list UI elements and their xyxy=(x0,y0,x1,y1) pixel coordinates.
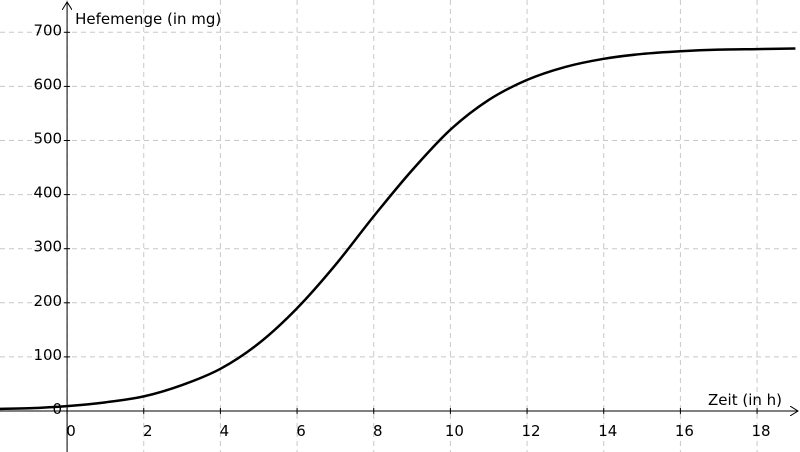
y-axis-label: Hefemenge (in mg) xyxy=(75,10,221,28)
x-tick-label: 4 xyxy=(220,422,230,440)
x-tick-label: 14 xyxy=(598,422,617,440)
x-tick-label: 16 xyxy=(675,422,694,440)
x-tick-label: 8 xyxy=(373,422,383,440)
y-tick-label: 200 xyxy=(33,292,62,310)
y-tick-label: 700 xyxy=(33,21,62,39)
y-tick-label: 500 xyxy=(33,129,62,147)
y-tick-label: 300 xyxy=(33,238,62,256)
x-tick-label: 18 xyxy=(752,422,771,440)
curve xyxy=(0,47,796,411)
x-tick-label: 0 xyxy=(66,422,76,440)
x-tick-label: 10 xyxy=(445,422,464,440)
x-tick-label: 12 xyxy=(522,422,541,440)
y-tick-label: 600 xyxy=(33,75,62,93)
y-tick-label: 0 xyxy=(53,400,63,418)
y-tick-label: 100 xyxy=(33,346,62,364)
y-tick-label: 400 xyxy=(33,184,62,202)
x-axis-label: Zeit (in h) xyxy=(708,391,782,409)
x-tick-label: 6 xyxy=(296,422,306,440)
x-tick-label: 2 xyxy=(143,422,153,440)
